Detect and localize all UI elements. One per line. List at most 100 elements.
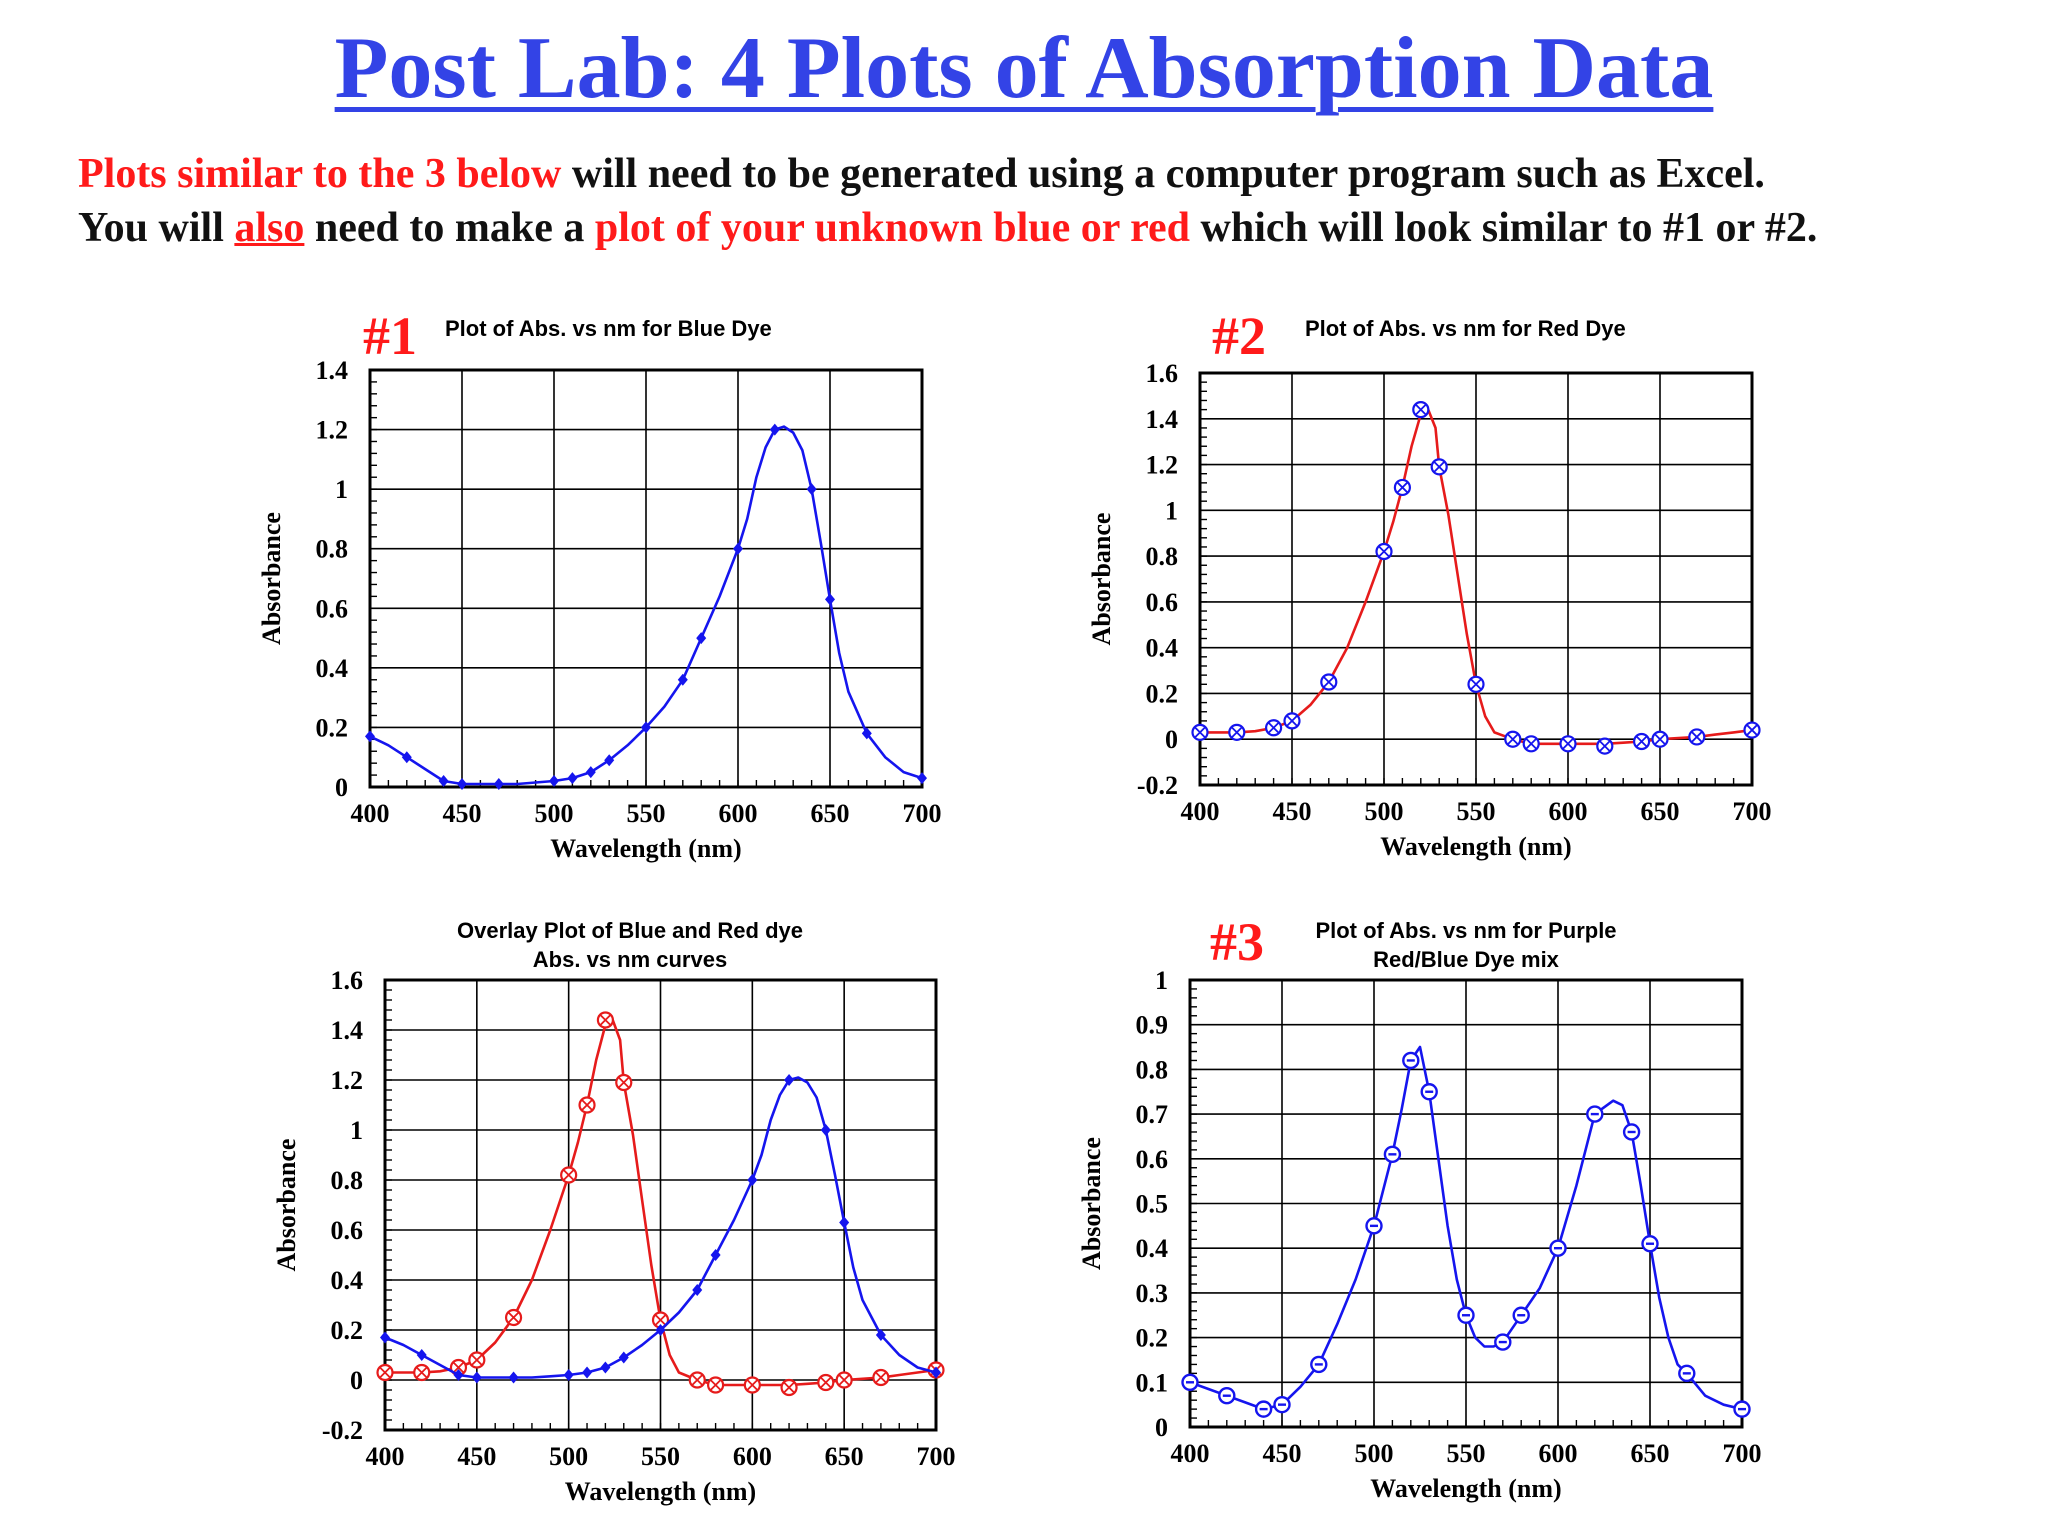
y-tick-label: 1.4	[331, 1016, 364, 1045]
data-point	[655, 1324, 666, 1336]
data-point	[1273, 1395, 1291, 1414]
data-point	[872, 1368, 890, 1387]
data-point	[1632, 732, 1651, 751]
instruction-text-2a: You will	[78, 205, 235, 251]
data-point	[1733, 1400, 1751, 1418]
y-tick-label: 0.4	[1136, 1234, 1169, 1263]
x-tick-label: 700	[1733, 797, 1772, 826]
x-tick-label: 400	[366, 1442, 405, 1471]
chart-blue: 400 450 500 550 600 650 700 0 0.2 0.4 0.6 0.8 1 1.2 1.…	[257, 306, 942, 863]
chart-number-label: #2	[1212, 306, 1266, 366]
data-point	[1228, 723, 1246, 741]
y-tick-label: 1.2	[1146, 451, 1179, 480]
x-tick-label: 500	[535, 799, 574, 828]
y-tick-label: 1	[1155, 966, 1168, 995]
data-point	[688, 1371, 706, 1389]
data-point	[931, 1366, 941, 1379]
y-tick-label: 1.2	[331, 1066, 364, 1095]
y-tick-label: 0	[335, 773, 348, 802]
data-point	[416, 1349, 427, 1361]
y-tick-label: -0.2	[322, 1416, 363, 1445]
data-point	[1375, 542, 1393, 561]
data-point	[1586, 1105, 1604, 1123]
y-tick-label: 1	[335, 475, 348, 504]
data-point	[600, 1361, 611, 1374]
y-tick-label: 0.9	[1136, 1011, 1169, 1040]
y-tick-label: 0	[350, 1366, 363, 1395]
y-tick-label: 1.6	[1146, 359, 1179, 388]
data-point	[835, 1371, 853, 1389]
data-point	[1320, 673, 1338, 691]
data-point	[1504, 730, 1522, 748]
data-point	[1365, 1217, 1383, 1235]
data-point	[549, 775, 559, 788]
data-point	[784, 1074, 795, 1086]
data-point	[1430, 458, 1448, 476]
x-tick-label: 700	[917, 1442, 956, 1471]
y-tick-label: 1	[1165, 496, 1178, 525]
y-tick-label: 0.4	[1146, 634, 1179, 663]
data-point	[1743, 721, 1761, 739]
data-point	[560, 1166, 578, 1184]
data-point	[769, 423, 780, 436]
data-point	[1678, 1364, 1696, 1383]
chart-title-line: Overlay Plot of Blue and Red dye	[457, 918, 803, 943]
data-point	[1688, 728, 1706, 746]
instruction-line-1: Plots similar to the 3 below will need t…	[78, 150, 1765, 198]
data-point	[1283, 712, 1301, 730]
data-point	[861, 727, 872, 740]
x-tick-label: 500	[1365, 797, 1404, 826]
y-tick-label: 0.8	[1146, 542, 1179, 571]
chart-number-label: #1	[363, 306, 417, 366]
y-tick-label: 0.6	[331, 1216, 364, 1245]
y-tick-label: 0.8	[1136, 1055, 1169, 1084]
data-point	[677, 673, 688, 686]
data-point	[917, 772, 927, 785]
data-point	[1596, 737, 1614, 755]
data-point	[567, 772, 578, 785]
data-point	[1494, 1333, 1512, 1351]
data-point	[825, 593, 835, 606]
y-tick-label: 1.4	[316, 356, 349, 385]
chart-title: Plot of Abs. vs nm for Red Dye	[1305, 316, 1626, 341]
x-tick-label: 500	[1355, 1439, 1394, 1468]
y-tick-label: 0	[1165, 725, 1178, 754]
data-point	[641, 721, 651, 734]
x-axis-label: Wavelength (nm)	[550, 834, 741, 863]
data-point	[1254, 1400, 1273, 1418]
data-point	[1412, 401, 1430, 419]
data-point	[1402, 1051, 1420, 1070]
data-point	[449, 1358, 468, 1377]
x-tick-label: 400	[1181, 797, 1220, 826]
chart-title-line: Abs. vs nm curves	[533, 947, 727, 972]
y-tick-label: 0.8	[331, 1166, 364, 1195]
instruction-red-text-1: Plots similar to the 3 below	[78, 151, 562, 197]
data-point	[508, 1371, 519, 1384]
data-point	[457, 778, 467, 791]
data-point	[747, 1174, 758, 1186]
x-tick-label: 450	[1273, 797, 1312, 826]
data-point	[618, 1351, 629, 1364]
x-tick-label: 450	[1263, 1439, 1302, 1468]
y-tick-label: -0.2	[1137, 771, 1178, 800]
data-point	[578, 1096, 596, 1114]
chart-title-line: Plot of Abs. vs nm for Purple	[1315, 918, 1616, 943]
data-point	[468, 1351, 486, 1369]
y-tick-label: 0.4	[316, 654, 349, 683]
x-tick-label: 600	[1539, 1439, 1578, 1468]
y-tick-label: 0.6	[1146, 588, 1179, 617]
data-point	[413, 1363, 431, 1382]
data-point	[706, 1376, 725, 1394]
instruction-text-2c: which will look similar to #1 or #2.	[1190, 205, 1818, 251]
data-point	[504, 1308, 523, 1327]
instruction-red-text-2: plot of your unknown blue or red	[594, 205, 1191, 251]
data-point	[1264, 719, 1283, 737]
y-tick-label: 0.8	[316, 535, 349, 564]
data-point	[710, 1249, 721, 1261]
plot-frame	[1198, 371, 1754, 787]
data-point	[1622, 1123, 1641, 1141]
x-tick-label: 450	[457, 1442, 496, 1471]
data-point	[1383, 1145, 1402, 1164]
x-axis-label: Wavelength (nm)	[1370, 1474, 1561, 1503]
